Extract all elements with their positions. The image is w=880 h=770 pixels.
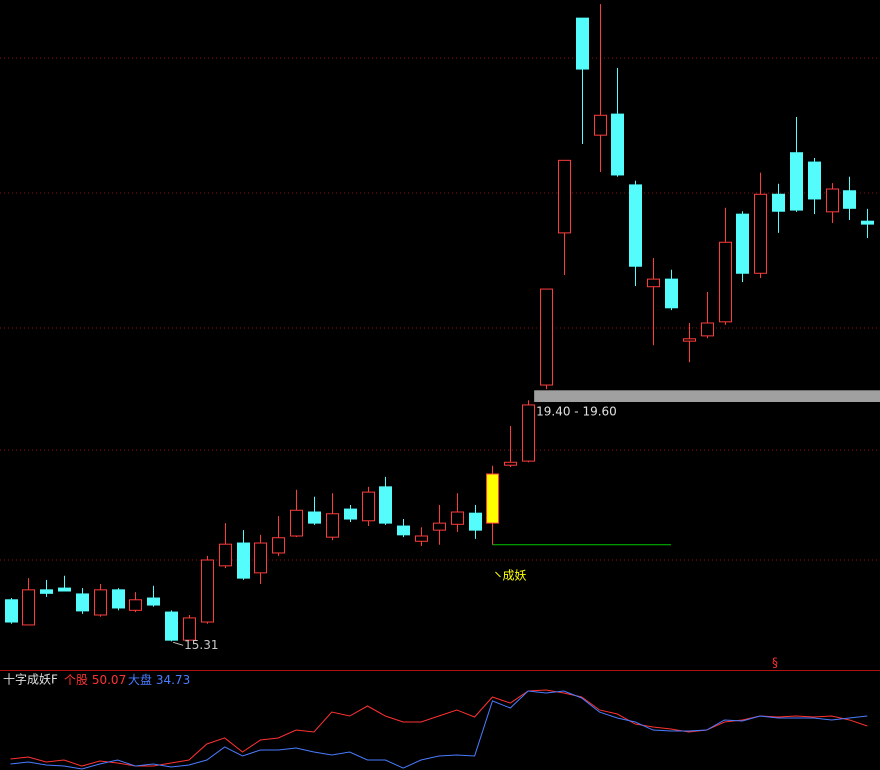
- candle-body: [397, 525, 410, 536]
- candle-body: [165, 611, 178, 641]
- marker-text: §: [772, 656, 778, 670]
- candle-body: [344, 508, 357, 520]
- legend-value: 50.07: [92, 673, 126, 687]
- candle-body: [112, 589, 125, 609]
- candle-body: [486, 473, 499, 524]
- candle-body: [683, 338, 696, 342]
- legend-value: 34.73: [156, 673, 190, 687]
- low-marker-arrow: [173, 641, 184, 646]
- candle-body: [76, 593, 89, 612]
- candle-body: [629, 184, 642, 267]
- candle-body: [22, 589, 35, 626]
- candle-body: [522, 404, 535, 462]
- candle-body: [808, 161, 821, 200]
- candle-body: [40, 589, 53, 594]
- candle-body: [326, 513, 339, 538]
- legend-entry: 大盘 34.73: [128, 672, 190, 687]
- candle-body: [736, 213, 749, 274]
- candle-body: [701, 322, 714, 337]
- candle-body: [558, 159, 571, 234]
- signal-label: 成妖: [502, 569, 526, 583]
- candle-body: [5, 599, 18, 623]
- candle-body: [379, 486, 392, 524]
- signal-arrow: [495, 571, 501, 578]
- indicator-title: 十字成妖F: [3, 672, 58, 687]
- candle-body: [719, 241, 732, 323]
- candle-body: [129, 599, 142, 611]
- candle-body: [219, 543, 232, 567]
- candle-body: [94, 589, 107, 616]
- indicator-line: [10, 690, 868, 770]
- candle-body: [469, 512, 482, 531]
- candle-body: [843, 190, 856, 209]
- candle-body: [594, 114, 607, 136]
- candle-body: [790, 152, 803, 211]
- candle-body: [272, 537, 285, 554]
- candle-body: [183, 617, 196, 641]
- candle-body: [451, 511, 464, 525]
- legend-label: 个股: [64, 673, 88, 687]
- candle-body: [861, 220, 874, 225]
- candle-body: [237, 542, 250, 579]
- legend-label: 大盘: [128, 672, 152, 687]
- candle-body: [665, 278, 678, 309]
- zone-band: [534, 390, 880, 402]
- candle-body: [290, 509, 303, 537]
- candle-body: [647, 278, 660, 288]
- candle-body: [754, 193, 767, 274]
- candle-body: [540, 288, 553, 386]
- candle-body: [308, 511, 321, 524]
- grid-lines: [0, 57, 880, 561]
- candle-body: [147, 597, 160, 606]
- low-marker-label: 15.31: [184, 638, 218, 652]
- candle-body: [201, 559, 214, 623]
- candle-body: [576, 17, 589, 70]
- candle-body: [254, 542, 267, 574]
- legend-entry: 个股 50.07: [64, 673, 126, 687]
- candle-body: [433, 522, 446, 531]
- candle-body: [415, 535, 428, 542]
- candle-body: [611, 113, 624, 176]
- candle-body: [826, 188, 839, 213]
- candle-body: [362, 491, 375, 522]
- candle-body: [58, 587, 71, 592]
- candle-body: [772, 193, 785, 212]
- indicator-line: [10, 689, 868, 767]
- zone-label: 19.40 - 19.60: [536, 405, 617, 419]
- candle-body: [504, 461, 517, 466]
